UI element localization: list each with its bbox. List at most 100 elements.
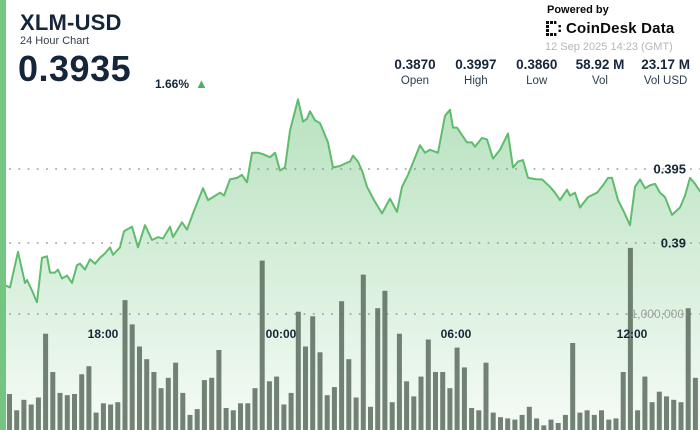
volume-bar bbox=[584, 410, 590, 430]
stat-open: 0.3870 Open bbox=[393, 57, 437, 89]
volume-bar bbox=[534, 418, 540, 430]
volume-bar bbox=[649, 402, 655, 430]
volume-bar bbox=[526, 406, 532, 430]
volume-bar bbox=[108, 404, 114, 430]
stat-vol-value: 58.92 M bbox=[575, 57, 625, 72]
volume-bar bbox=[295, 311, 301, 430]
price-area-fill bbox=[0, 99, 700, 430]
timestamp: 12 Sep 2025 14:23 (GMT) bbox=[545, 41, 673, 53]
stat-high-label: High bbox=[464, 74, 488, 87]
volume-bar bbox=[230, 410, 236, 430]
volume-bar bbox=[411, 396, 417, 430]
volume-bar bbox=[100, 403, 106, 430]
volume-bar bbox=[692, 377, 698, 430]
volume-bar bbox=[613, 418, 619, 430]
stat-low-value: 0.3860 bbox=[516, 57, 558, 72]
volume-bar bbox=[671, 399, 677, 430]
stat-open-value: 0.3870 bbox=[394, 57, 436, 72]
volume-bar bbox=[512, 419, 518, 430]
volume-bar bbox=[324, 395, 330, 430]
volume-bar bbox=[440, 372, 446, 430]
volume-bar bbox=[620, 372, 626, 430]
volume-bar bbox=[194, 409, 200, 430]
powered-by-label: Powered by bbox=[547, 4, 609, 16]
stat-vol-usd: 23.17 M Vol USD bbox=[641, 57, 690, 89]
volume-bar bbox=[664, 396, 669, 430]
volume-bar bbox=[562, 414, 568, 430]
volume-bar bbox=[137, 346, 142, 430]
volume-bar bbox=[555, 423, 561, 430]
volume-bar bbox=[274, 376, 280, 430]
volume-bar bbox=[577, 412, 583, 430]
volume-bar bbox=[165, 377, 171, 430]
stat-low-label: Low bbox=[526, 74, 548, 87]
volume-bar bbox=[339, 301, 345, 430]
volume-bar bbox=[433, 372, 438, 430]
volume-bar bbox=[252, 388, 258, 430]
volume-bar bbox=[454, 347, 460, 430]
volume-bar bbox=[490, 412, 496, 430]
current-price: 0.3935 bbox=[18, 48, 132, 89]
volume-bar bbox=[606, 419, 612, 430]
stat-vol-usd-value: 23.17 M bbox=[641, 57, 690, 72]
volume-bar bbox=[447, 388, 453, 430]
brand-name: CoinDesk Data bbox=[566, 20, 675, 37]
volume-bar bbox=[151, 372, 157, 430]
volume-bar bbox=[635, 410, 641, 430]
volume-bar bbox=[43, 333, 49, 430]
x-axis-tick-label: 00:00 bbox=[266, 327, 297, 341]
page-title: XLM-USD bbox=[20, 10, 122, 35]
volume-bar bbox=[93, 412, 99, 430]
y-axis-tick-label: 0.39 bbox=[661, 236, 686, 251]
volume-bar bbox=[173, 362, 179, 430]
volume-bar bbox=[14, 410, 20, 430]
volume-bar bbox=[129, 324, 135, 430]
volume-bar bbox=[678, 402, 684, 430]
volume-bar bbox=[72, 394, 77, 430]
volume-bar bbox=[115, 402, 121, 430]
volume-bar bbox=[483, 362, 489, 430]
stat-vol-label: Vol bbox=[591, 74, 608, 87]
coindesk-logo-link[interactable]: CoinDesk Data bbox=[546, 20, 695, 37]
volume-bar bbox=[685, 308, 691, 430]
stat-open-label: Open bbox=[400, 74, 430, 87]
volume-bar bbox=[346, 359, 352, 430]
volume-bar bbox=[418, 376, 424, 430]
volume-bar bbox=[238, 403, 243, 430]
volume-bar bbox=[310, 316, 316, 430]
volume-bar bbox=[122, 300, 128, 430]
y-axis-tick-label: 0.395 bbox=[653, 162, 686, 177]
volume-bar bbox=[144, 359, 150, 430]
volume-bar bbox=[201, 380, 207, 430]
volume-bar bbox=[642, 376, 648, 430]
volume-bar bbox=[656, 391, 662, 430]
stat-high: 0.3997 High bbox=[454, 57, 498, 89]
volume-bar bbox=[28, 404, 34, 430]
volume-bar bbox=[79, 374, 85, 430]
volume-bar bbox=[209, 377, 215, 430]
volume-bar bbox=[317, 352, 323, 430]
volume-bar bbox=[382, 290, 388, 430]
price-line bbox=[0, 98, 700, 304]
volume-bar bbox=[505, 418, 511, 430]
branding-block: Powered by CoinDesk Data 12 Sep 2025 14:… bbox=[545, 3, 695, 53]
volume-bar bbox=[281, 404, 287, 430]
volume-bar bbox=[50, 372, 56, 430]
volume-bar bbox=[303, 346, 308, 430]
volume-bar bbox=[461, 367, 467, 430]
volume-bar bbox=[425, 339, 431, 430]
up-triangle-icon: ▲ bbox=[195, 76, 208, 91]
volume-bar bbox=[259, 260, 265, 430]
volume-bar bbox=[541, 425, 547, 430]
volume-bar bbox=[86, 366, 92, 430]
volume-bar bbox=[266, 381, 272, 430]
volume-bar bbox=[627, 247, 633, 430]
volume-bar bbox=[288, 392, 294, 430]
volume-bar bbox=[216, 350, 222, 430]
volume-bar bbox=[476, 410, 482, 430]
volume-bar bbox=[180, 392, 186, 430]
volume-bar bbox=[396, 333, 402, 430]
volume-bar bbox=[591, 414, 597, 430]
volume-bar bbox=[368, 406, 373, 430]
